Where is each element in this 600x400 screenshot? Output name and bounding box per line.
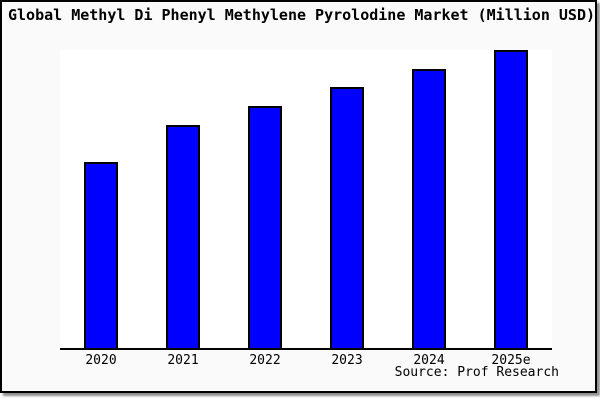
x-tick-label-2020: 2020: [85, 353, 117, 368]
x-tick-label-2025e: 2025e: [491, 353, 531, 368]
bar-2022: [248, 106, 282, 350]
bar-2020: [84, 162, 118, 350]
x-tick-label-2021: 2021: [167, 353, 199, 368]
bar-2024: [412, 69, 446, 350]
bar-2021: [166, 125, 200, 350]
source-note: Source: Prof Research: [394, 365, 559, 380]
bar-2025e: [494, 50, 528, 350]
x-tick-label-2024: 2024: [413, 353, 445, 368]
plot-area: [60, 50, 552, 350]
bar-2023: [330, 87, 364, 350]
x-tick-label-2023: 2023: [331, 353, 363, 368]
x-tick-label-2022: 2022: [249, 353, 281, 368]
chart-figure: Global Methyl Di Phenyl Methylene Pyrolo…: [0, 0, 597, 393]
chart-title: Global Methyl Di Phenyl Methylene Pyrolo…: [8, 6, 595, 24]
x-axis-line: [60, 348, 552, 350]
